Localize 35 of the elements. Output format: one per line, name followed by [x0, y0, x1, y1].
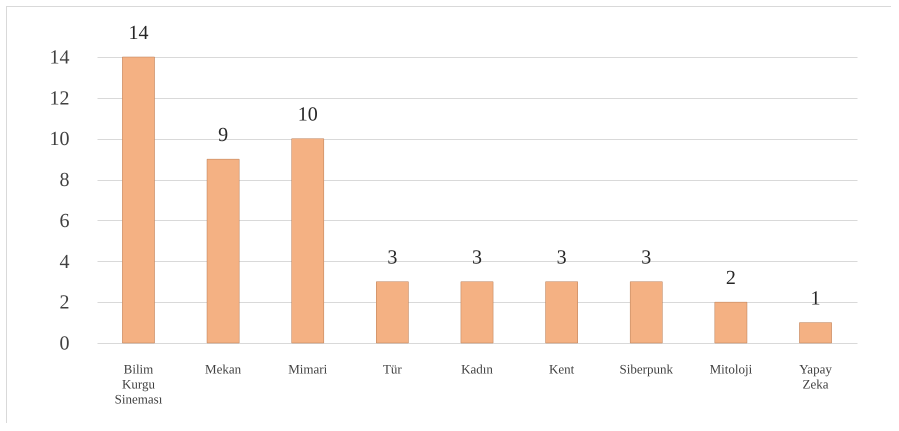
- x-tick-label: Kent: [548, 362, 575, 376]
- x-tick-label: Mimari: [288, 362, 328, 376]
- y-tick-label: 4: [60, 250, 70, 273]
- bar: [630, 281, 663, 344]
- y-tick-label: 2: [60, 292, 70, 314]
- data-label: 3: [556, 246, 567, 269]
- bar: [714, 302, 748, 344]
- y-tick-label: 14: [50, 46, 70, 68]
- data-label: 9: [218, 124, 228, 146]
- data-label: 3: [641, 246, 652, 269]
- data-label: 1: [810, 288, 821, 310]
- y-tick-label: 10: [50, 128, 70, 150]
- y-tick-label: 8: [60, 169, 70, 192]
- data-label: 3: [387, 246, 398, 269]
- x-tick-label: Kadın: [461, 362, 494, 376]
- data-label: 3: [472, 246, 482, 269]
- x-tick-label: Bilim Kurgu Sineması: [114, 362, 163, 406]
- x-tick-label: Mitoloji: [710, 362, 753, 376]
- data-label: 2: [726, 267, 736, 290]
- bar: [206, 158, 240, 344]
- y-tick-label: 12: [50, 87, 70, 110]
- y-tick-label: 6: [60, 210, 70, 232]
- x-tick-label: Tür: [382, 362, 402, 376]
- y-tick-label: 0: [60, 332, 70, 354]
- x-tick-label: Yapay Zeka: [799, 362, 832, 392]
- bar: [291, 138, 324, 344]
- data-label: 14: [128, 22, 148, 44]
- bar: [122, 56, 155, 344]
- bar: [799, 322, 832, 344]
- bar: [545, 281, 578, 344]
- bar: [460, 281, 494, 344]
- data-label: 10: [298, 104, 318, 126]
- x-tick-label: Siberpunk: [620, 362, 674, 376]
- x-tick-label: Mekan: [205, 362, 242, 376]
- bar: [376, 281, 409, 344]
